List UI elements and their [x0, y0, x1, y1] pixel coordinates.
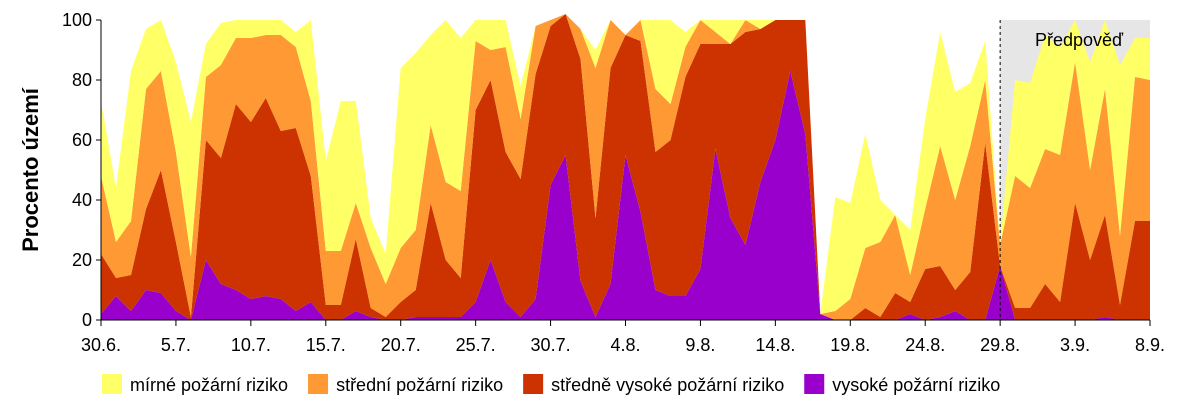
x-tick-label: 24.8. [905, 335, 945, 355]
x-tick-label: 19.8. [830, 335, 870, 355]
y-axis: 0 20 40 60 80 100 [62, 10, 101, 330]
area-series-3 [101, 14, 1150, 320]
y-axis-title: Procento území [18, 87, 43, 252]
x-tick-label: 14.8. [755, 335, 795, 355]
x-tick-label: 30.7. [531, 335, 571, 355]
legend-swatch-1 [102, 374, 122, 394]
x-tick-label: 30.6. [81, 335, 121, 355]
y-tick-label: 0 [82, 310, 92, 330]
plot-area: Předpověď [100, 14, 1150, 321]
x-tick-label: 25.7. [456, 335, 496, 355]
legend-label-2: střední požární riziko [336, 375, 503, 395]
y-tick-label: 80 [72, 70, 92, 90]
y-tick-label: 20 [72, 250, 92, 270]
x-axis: 30.6. 5.7. 10.7. 15.7. 20.7. 25.7. 30.7. 4.8. 9.… [81, 320, 1165, 355]
legend-swatch-4 [804, 374, 825, 394]
legend-swatch-3 [523, 374, 544, 394]
y-tick-label: 40 [72, 190, 92, 210]
legend-swatch-2 [308, 374, 329, 394]
x-tick-label: 4.8. [610, 335, 640, 355]
x-tick-label: 5.7. [161, 335, 191, 355]
x-tick-label: 9.8. [685, 335, 715, 355]
y-tick-label: 100 [62, 10, 92, 30]
forecast-label: Předpověď [1035, 30, 1124, 50]
area-series-2 [101, 14, 1150, 320]
x-tick-label: 10.7. [231, 335, 271, 355]
x-tick-label: 15.7. [306, 335, 346, 355]
x-tick-label: 8.9. [1135, 335, 1165, 355]
x-tick-label: 29.8. [980, 335, 1020, 355]
area-series-4 [101, 14, 1150, 314]
legend: mírné požární riziko střední požární rizi… [102, 374, 1000, 395]
legend-label-1: mírné požární riziko [130, 375, 288, 395]
area-series-1 [101, 71, 1150, 320]
y-tick-label: 60 [72, 130, 92, 150]
x-tick-label: 20.7. [381, 335, 421, 355]
legend-label-3: středně vysoké požární riziko [551, 375, 784, 395]
x-tick-label: 3.9. [1060, 335, 1090, 355]
legend-label-4: vysoké požární riziko [832, 375, 1000, 395]
